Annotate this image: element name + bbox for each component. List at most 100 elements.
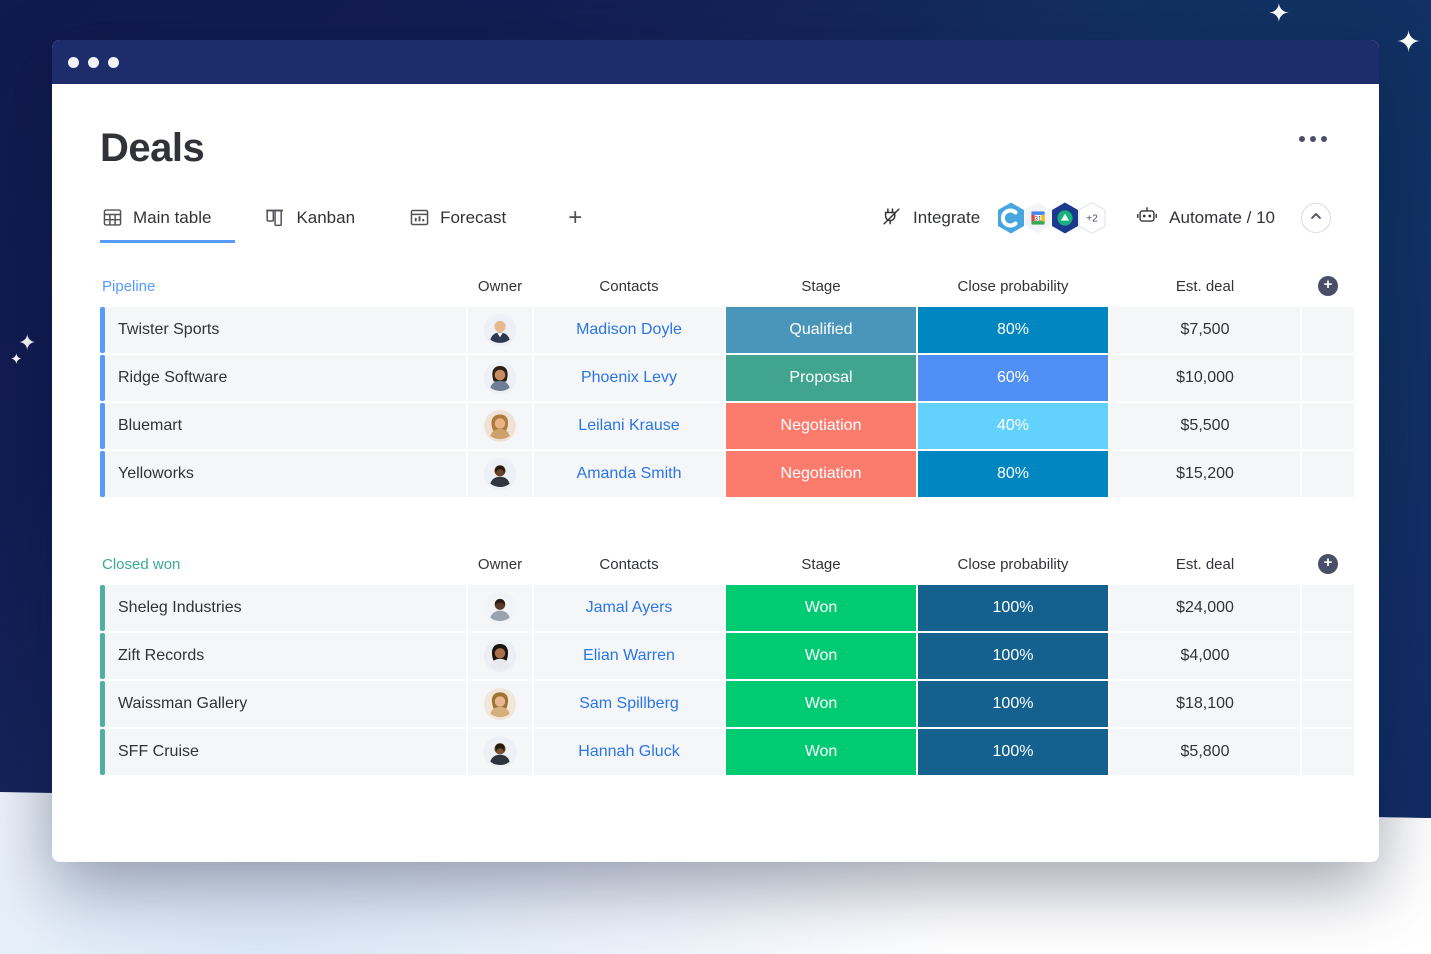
add-column-button-closed-won[interactable]: + [1302, 554, 1354, 574]
column-header-est-deal[interactable]: Est. deal [1175, 277, 1235, 295]
est-deal-value[interactable]: $4,000 [1110, 633, 1300, 679]
more-options-button[interactable] [1295, 126, 1331, 152]
column-header-est-deal[interactable]: Est. deal [1175, 555, 1235, 573]
tab-kanban[interactable]: Kanban [263, 207, 379, 243]
close-probability-badge[interactable]: 60% [918, 355, 1108, 401]
owner-cell[interactable] [468, 355, 532, 401]
table-row[interactable]: Waissman Gallery Sam Spillberg Won 100% … [100, 681, 1354, 727]
owner-cell[interactable] [468, 307, 532, 353]
dot-icon [1299, 136, 1305, 142]
tab-main-table[interactable]: Main table [100, 207, 236, 243]
stage-badge[interactable]: Won [726, 681, 916, 727]
deal-name[interactable]: Twister Sports [100, 307, 466, 353]
deal-name[interactable]: Waissman Gallery [100, 681, 466, 727]
est-deal-value[interactable]: $18,100 [1110, 681, 1300, 727]
automate-label: Automate / 10 [1169, 208, 1275, 227]
table-row[interactable]: Yelloworks Amanda Smith Negotiation 80% … [100, 451, 1354, 497]
deal-name[interactable]: SFF Cruise [100, 729, 466, 775]
close-probability-badge[interactable]: 100% [918, 729, 1108, 775]
add-view-button[interactable]: + [568, 204, 583, 231]
est-deal-value[interactable]: $5,500 [1110, 403, 1300, 449]
collapse-toolbar-button[interactable] [1301, 203, 1331, 233]
owner-cell[interactable] [468, 403, 532, 449]
est-deal-value[interactable]: $24,000 [1110, 585, 1300, 631]
column-header-contacts[interactable]: Contacts [599, 277, 659, 295]
integration-icon-copper[interactable] [994, 201, 1028, 235]
deal-name[interactable]: Yelloworks [100, 451, 466, 497]
column-header-stage[interactable]: Stage [801, 277, 841, 295]
close-probability-badge[interactable]: 80% [918, 307, 1108, 353]
column-header-owner[interactable]: Owner [477, 555, 523, 573]
integrate-button[interactable]: Integrate [881, 201, 1109, 235]
group-pipeline-header: Pipeline Owner Contacts Stage Close prob… [100, 265, 1338, 307]
close-probability-badge[interactable]: 100% [918, 585, 1108, 631]
integration-overflow-badge[interactable]: +2 [1075, 201, 1109, 235]
close-probability-badge[interactable]: 80% [918, 451, 1108, 497]
stage-badge[interactable]: Won [726, 633, 916, 679]
row-extra-cell[interactable] [1302, 451, 1354, 497]
deal-name[interactable]: Bluemart [100, 403, 466, 449]
integration-plug-icon [881, 205, 903, 232]
integration-avatars[interactable]: 31 + [994, 201, 1109, 235]
stage-badge[interactable]: Negotiation [726, 451, 916, 497]
automate-button[interactable]: Automate / 10 [1135, 204, 1275, 233]
window-maximize-dot[interactable] [108, 56, 119, 68]
table-row[interactable]: SFF Cruise Hannah Gluck Won 100% $5,800 [100, 729, 1354, 775]
contact-name[interactable]: Madison Doyle [534, 307, 724, 353]
close-probability-badge[interactable]: 40% [918, 403, 1108, 449]
deal-name[interactable]: Ridge Software [100, 355, 466, 401]
deal-name[interactable]: Zift Records [100, 633, 466, 679]
avatar [484, 640, 516, 672]
close-probability-badge[interactable]: 100% [918, 633, 1108, 679]
contact-name[interactable]: Elian Warren [534, 633, 724, 679]
stage-badge[interactable]: Won [726, 585, 916, 631]
table-row[interactable]: Bluemart Leilani Krause Negotiation 40% … [100, 403, 1354, 449]
column-header-close-probability[interactable]: Close probability [957, 277, 1069, 295]
table-row[interactable]: Sheleg Industries Jamal Ayers Won 100% $… [100, 585, 1354, 631]
row-extra-cell[interactable] [1302, 681, 1354, 727]
contact-name[interactable]: Sam Spillberg [534, 681, 724, 727]
add-column-button-pipeline[interactable]: + [1302, 276, 1354, 296]
est-deal-value[interactable]: $5,800 [1110, 729, 1300, 775]
view-tabs: Main table Kanban [100, 204, 592, 243]
owner-cell[interactable] [468, 729, 532, 775]
contact-name[interactable]: Jamal Ayers [534, 585, 724, 631]
column-header-contacts[interactable]: Contacts [599, 555, 659, 573]
contact-name[interactable]: Amanda Smith [534, 451, 724, 497]
group-pipeline-title[interactable]: Pipeline [102, 277, 156, 295]
table-row[interactable]: Zift Records Elian Warren Won 100% $4,00… [100, 633, 1354, 679]
owner-cell[interactable] [468, 585, 532, 631]
stage-badge[interactable]: Qualified [726, 307, 916, 353]
row-extra-cell[interactable] [1302, 633, 1354, 679]
owner-cell[interactable] [468, 451, 532, 497]
column-header-owner[interactable]: Owner [477, 277, 523, 295]
est-deal-value[interactable]: $7,500 [1110, 307, 1300, 353]
owner-cell[interactable] [468, 681, 532, 727]
row-extra-cell[interactable] [1302, 585, 1354, 631]
tab-forecast[interactable]: Forecast [407, 207, 530, 243]
group-closed-won-title[interactable]: Closed won [102, 555, 181, 573]
contact-name[interactable]: Leilani Krause [534, 403, 724, 449]
close-probability-badge[interactable]: 100% [918, 681, 1108, 727]
row-extra-cell[interactable] [1302, 403, 1354, 449]
stage-badge[interactable]: Negotiation [726, 403, 916, 449]
row-extra-cell[interactable] [1302, 355, 1354, 401]
deal-name[interactable]: Sheleg Industries [100, 585, 466, 631]
window-close-dot[interactable] [68, 56, 79, 68]
integration-icon-google-calendar[interactable]: 31 [1021, 201, 1055, 235]
contact-name[interactable]: Hannah Gluck [534, 729, 724, 775]
table-row[interactable]: Twister Sports Madison Doyle Qualified 8… [100, 307, 1354, 353]
column-header-close-probability[interactable]: Close probability [957, 555, 1069, 573]
contact-name[interactable]: Phoenix Levy [534, 355, 724, 401]
column-header-stage[interactable]: Stage [801, 555, 841, 573]
owner-cell[interactable] [468, 633, 532, 679]
table-row[interactable]: Ridge Software Phoenix Levy Proposal 60%… [100, 355, 1354, 401]
row-extra-cell[interactable] [1302, 729, 1354, 775]
integration-icon-third[interactable] [1048, 201, 1082, 235]
stage-badge[interactable]: Proposal [726, 355, 916, 401]
row-extra-cell[interactable] [1302, 307, 1354, 353]
window-minimize-dot[interactable] [88, 56, 99, 68]
stage-badge[interactable]: Won [726, 729, 916, 775]
est-deal-value[interactable]: $10,000 [1110, 355, 1300, 401]
est-deal-value[interactable]: $15,200 [1110, 451, 1300, 497]
